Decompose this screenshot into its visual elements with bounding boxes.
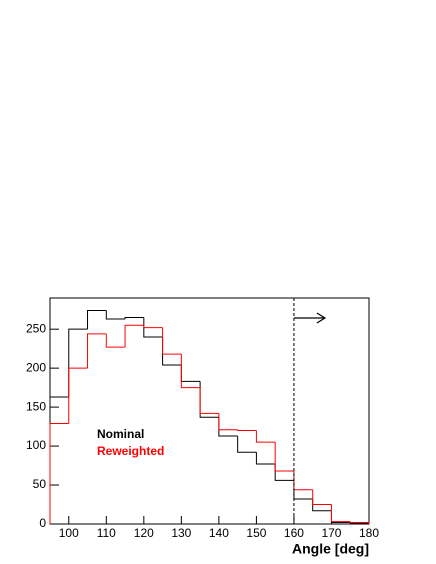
y-tick-label: 250 (26, 321, 46, 335)
histogram-bin (68, 328, 88, 397)
y-tick-label: 100 (26, 438, 46, 452)
histogram-bin (162, 336, 182, 366)
histogram-bin (349, 521, 370, 524)
histogram-bin (87, 309, 107, 330)
plot-frame (49, 297, 370, 525)
y-tick-label: 200 (26, 360, 46, 374)
y-tick-label: 0 (39, 516, 46, 530)
histogram-bin (143, 325, 163, 329)
cut-arrow (293, 312, 327, 324)
x-tick-label: 130 (171, 526, 191, 540)
histogram-bin (124, 316, 144, 320)
histogram-bin (124, 324, 144, 348)
histogram-bin (218, 417, 238, 437)
x-axis-title: Angle [deg] (292, 541, 369, 557)
x-tick-label: 160 (284, 526, 304, 540)
x-tick-label: 180 (359, 526, 379, 540)
histogram-bin (274, 442, 294, 472)
histogram-bin (180, 354, 201, 389)
histogram-bin (312, 489, 332, 506)
histogram-bin (237, 429, 257, 431)
y-tick-label: 150 (26, 399, 46, 413)
histogram-bin (293, 471, 313, 491)
histogram-bin (162, 327, 182, 355)
x-tick-label: 120 (134, 526, 154, 540)
histogram-bin (199, 387, 219, 414)
x-tick-label: 100 (59, 526, 79, 540)
histogram-bin (199, 381, 219, 418)
histogram-bin (68, 367, 88, 424)
histogram-bin (218, 413, 238, 431)
histogram-bin (105, 310, 126, 320)
histogram-bin (180, 365, 201, 382)
histogram-bin (105, 333, 126, 348)
histogram-bin (274, 463, 294, 481)
histogram-bin (330, 504, 351, 523)
histogram-bin (255, 452, 276, 465)
histogram-bin (237, 435, 257, 453)
histogram-bin (49, 422, 69, 524)
x-tick-label: 150 (246, 526, 266, 540)
legend-label: Nominal (97, 427, 144, 441)
x-tick-label: 170 (321, 526, 341, 540)
histogram-bin (255, 430, 276, 443)
y-tick-label: 50 (33, 477, 47, 491)
x-tick-label: 110 (97, 526, 116, 540)
x-tick-label: 140 (209, 526, 229, 540)
histogram-bin (87, 333, 107, 369)
histogram-bin (330, 510, 351, 523)
legend-label: Reweighted (97, 444, 164, 458)
histogram-bin (143, 317, 163, 338)
histogram-bin (49, 396, 69, 524)
